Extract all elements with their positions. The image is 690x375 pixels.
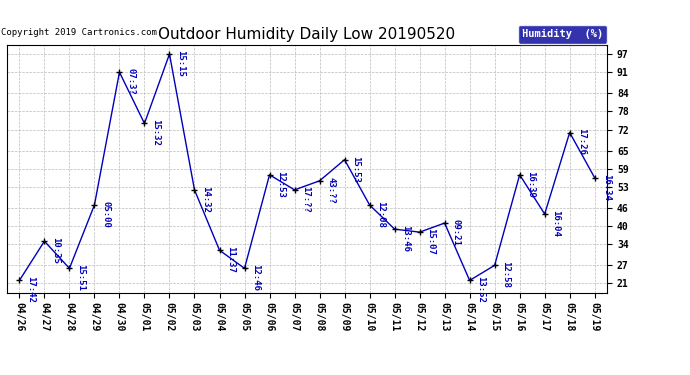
Text: 14:32: 14:32 (201, 186, 210, 213)
Text: 13:52: 13:52 (477, 276, 486, 303)
Text: 12:58: 12:58 (502, 261, 511, 288)
Legend: Humidity  (%): Humidity (%) (518, 25, 607, 44)
Text: 17:42: 17:42 (26, 276, 35, 303)
Text: 11:37: 11:37 (226, 246, 235, 273)
Text: 15:07: 15:07 (426, 228, 435, 255)
Text: 17:26: 17:26 (577, 128, 586, 155)
Text: 09:21: 09:21 (451, 219, 460, 246)
Text: 12:53: 12:53 (277, 171, 286, 198)
Title: Outdoor Humidity Daily Low 20190520: Outdoor Humidity Daily Low 20190520 (159, 27, 455, 42)
Text: 13:46: 13:46 (402, 225, 411, 252)
Text: 17:??: 17:?? (302, 186, 310, 213)
Text: 16:34: 16:34 (602, 174, 611, 201)
Text: 15:53: 15:53 (351, 156, 360, 182)
Text: 43:??: 43:?? (326, 177, 335, 204)
Text: 10:35: 10:35 (51, 237, 60, 264)
Text: 07:3?: 07:3? (126, 68, 135, 95)
Text: Copyright 2019 Cartronics.com: Copyright 2019 Cartronics.com (1, 28, 157, 37)
Text: 16:04: 16:04 (551, 210, 560, 237)
Text: 12:46: 12:46 (251, 264, 260, 291)
Text: 16:39: 16:39 (526, 171, 535, 198)
Text: 05:00: 05:00 (101, 201, 110, 228)
Text: 12:08: 12:08 (377, 201, 386, 228)
Text: 15:51: 15:51 (77, 264, 86, 291)
Text: 15:15: 15:15 (177, 50, 186, 77)
Text: 15:32: 15:32 (151, 119, 160, 146)
